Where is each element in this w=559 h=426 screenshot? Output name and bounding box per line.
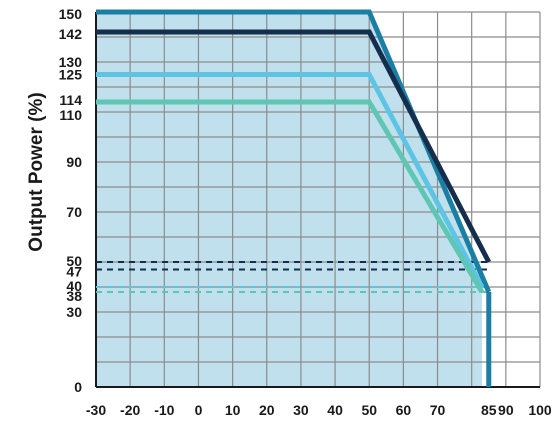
- x-tick-label: 0: [195, 402, 203, 418]
- series-line-2: [96, 72, 485, 289]
- x-tick-label: 20: [259, 402, 275, 418]
- x-tick-label: 10: [225, 402, 241, 418]
- y-tick-label: 0: [74, 379, 82, 395]
- x-tick-label: 90: [498, 402, 514, 418]
- y-tick-label: 114: [59, 92, 82, 108]
- y-tick-label: 70: [66, 204, 82, 220]
- x-tick-label: -30: [86, 402, 106, 418]
- shaded-region-group: [96, 12, 482, 387]
- x-tick-label: 30: [293, 402, 309, 418]
- x-tick-label: 70: [430, 402, 446, 418]
- y-tick-label: 90: [66, 154, 82, 170]
- y-tick-label: 110: [59, 107, 82, 123]
- y-tick-label: 50: [66, 253, 82, 269]
- x-tick-label: -20: [120, 402, 140, 418]
- y-axis-label: Output Power (%): [26, 92, 47, 251]
- x-tick-label: -10: [154, 402, 174, 418]
- x-tick-label: 60: [396, 402, 412, 418]
- y-tick-label: 130: [59, 54, 83, 70]
- series-line-0: [96, 9, 492, 293]
- y-tick-label: 40: [66, 278, 82, 294]
- series-line-3: [96, 99, 485, 294]
- series-lines: [96, 9, 492, 387]
- y-tick-label: 142: [59, 26, 83, 42]
- shaded-region: [96, 12, 482, 387]
- y-tick-label: 125: [59, 67, 83, 83]
- y-tick-label: 150: [59, 6, 83, 22]
- y-tick-label: 30: [66, 304, 82, 320]
- x-tick-label: 100: [528, 402, 552, 418]
- y-tick-label: 47: [66, 264, 82, 280]
- x-tick-labels: -30 -20 -10 0 10 20 30 40 50 60 70 85 90 100: [86, 402, 552, 418]
- x-tick-label: 85: [481, 402, 497, 418]
- x-tick-label: 50: [361, 402, 377, 418]
- y-tick-label: 38: [66, 288, 82, 304]
- x-tick-label: 40: [327, 402, 343, 418]
- series-line-1: [96, 29, 491, 264]
